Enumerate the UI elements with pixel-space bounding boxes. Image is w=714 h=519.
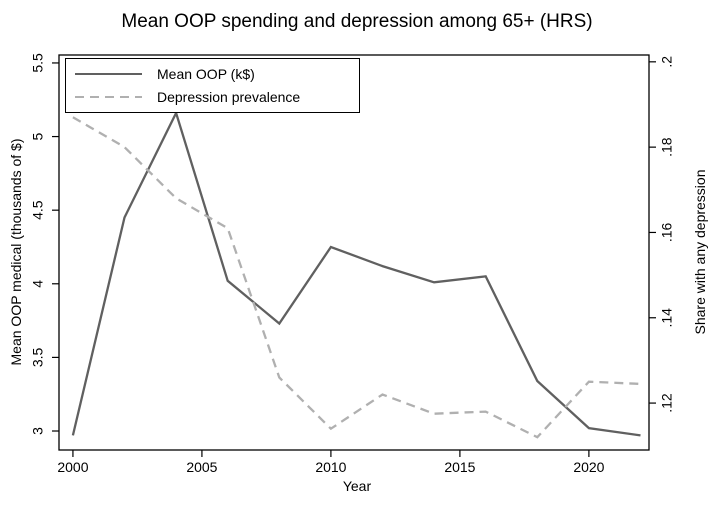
x-tick-label: 2000 xyxy=(57,459,88,475)
right-axis-title: Share with any depression xyxy=(692,169,708,335)
right-tick-label: .16 xyxy=(659,223,675,243)
left-tick-label: 5.5 xyxy=(30,53,46,73)
legend-item-mean-oop: Mean OOP (k$) xyxy=(75,66,359,82)
x-tick-label: 2015 xyxy=(444,459,475,475)
legend-label-mean-oop: Mean OOP (k$) xyxy=(157,66,255,82)
left-axis-title: Mean OOP medical (thousands of $) xyxy=(8,138,24,366)
series-depression-prevalence xyxy=(72,116,641,439)
x-tick-label: 2020 xyxy=(573,459,604,475)
dashed-line-key-icon xyxy=(75,96,142,98)
right-tick-label: .12 xyxy=(659,393,675,413)
left-tick-label: 3.5 xyxy=(30,347,46,367)
plot-border xyxy=(58,54,650,451)
right-tick-label: .2 xyxy=(659,56,675,68)
right-tick-label: .18 xyxy=(659,137,675,157)
legend-item-depression: Depression prevalence xyxy=(75,89,359,105)
left-tick-label: 5 xyxy=(30,132,46,140)
left-tick-label: 4 xyxy=(30,280,46,288)
series-mean-oop xyxy=(71,109,641,437)
left-tick-label: 4.5 xyxy=(30,200,46,220)
right-tick-label: .14 xyxy=(659,308,675,328)
legend: Mean OOP (k$) Depression prevalence xyxy=(65,58,360,113)
x-tick-label: 2005 xyxy=(186,459,217,475)
legend-label-depression: Depression prevalence xyxy=(157,89,301,105)
chart-title: Mean OOP spending and depression among 6… xyxy=(121,11,593,32)
left-tick-label: 3 xyxy=(30,427,46,435)
x-tick-label: 2010 xyxy=(315,459,346,475)
solid-line-key-icon xyxy=(75,73,142,75)
x-axis-title: Year xyxy=(342,478,372,494)
